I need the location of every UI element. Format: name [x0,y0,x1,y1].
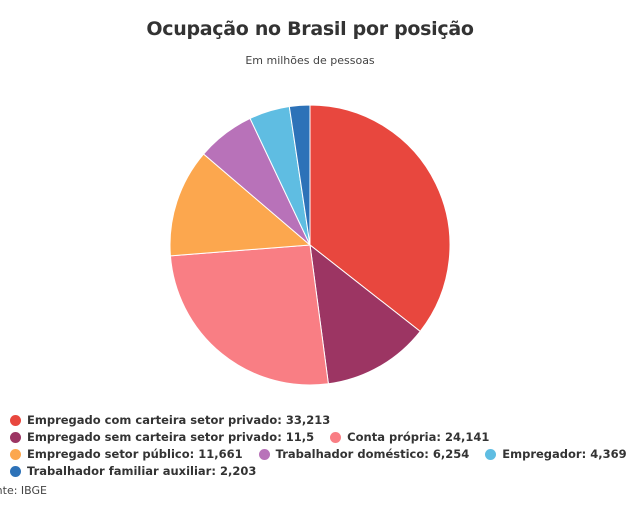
pie-slice [309,243,421,385]
legend-separator: : [436,430,445,444]
chart-title: Ocupação no Brasil por posição [146,18,474,40]
legend-separator: : [581,447,591,461]
legend-swatch [258,448,270,460]
legend: Empregado com carteira setor privado: 33… [10,412,640,479]
legend-item: Conta própria: 24,141 [330,429,489,445]
legend-value: 33,213 [285,413,331,427]
legend-value: 6,254 [432,447,470,461]
legend-item: Trabalhador familiar auxiliar: 2,203 [10,463,256,479]
pie-slice [169,244,329,386]
legend-separator: : [189,447,199,461]
legend-value: 24,141 [444,430,490,444]
chart-subtitle: Em milhões de pessoas [245,54,375,67]
legend-item: Trabalhador doméstico: 6,254 [258,446,470,462]
legend-label: Conta própria [347,430,437,444]
pie-slice [169,153,312,257]
legend-separator: : [424,447,433,461]
pie-slice [309,104,451,333]
legend-value: 4,369 [590,447,627,461]
chart [169,104,451,386]
legend-swatch [330,431,342,443]
legend-separator: : [277,413,286,427]
legend-separator: : [277,430,286,444]
pie-slice [288,104,311,246]
legend-label: Empregado com carteira setor privado [27,413,278,427]
legend-item: Empregado sem carteira setor privado: 11… [10,429,314,445]
legend-swatch [10,448,21,460]
legend-swatch [10,465,21,477]
legend-swatch [10,414,21,426]
legend-item: Empregado com carteira setor privado: 33… [10,412,330,428]
legend-swatch [485,448,497,460]
legend-label: Trabalhador familiar auxiliar [27,464,212,478]
legend-item: Empregador: 4,369 [485,446,627,462]
legend-label: Trabalhador doméstico [275,447,425,461]
legend-separator: : [211,464,220,478]
legend-label: Empregador [502,447,582,461]
legend-swatch [10,431,21,443]
legend-value: 2,203 [219,464,257,478]
legend-label: Empregado setor público [27,447,190,461]
legend-value: 11,661 [198,447,243,461]
legend-value: 11,5 [285,430,315,444]
legend-label: Empregado sem carteira setor privado [27,430,278,444]
legend-item: Empregado setor público: 11,661 [10,446,243,462]
source: Fonte: IBGE [0,484,47,497]
